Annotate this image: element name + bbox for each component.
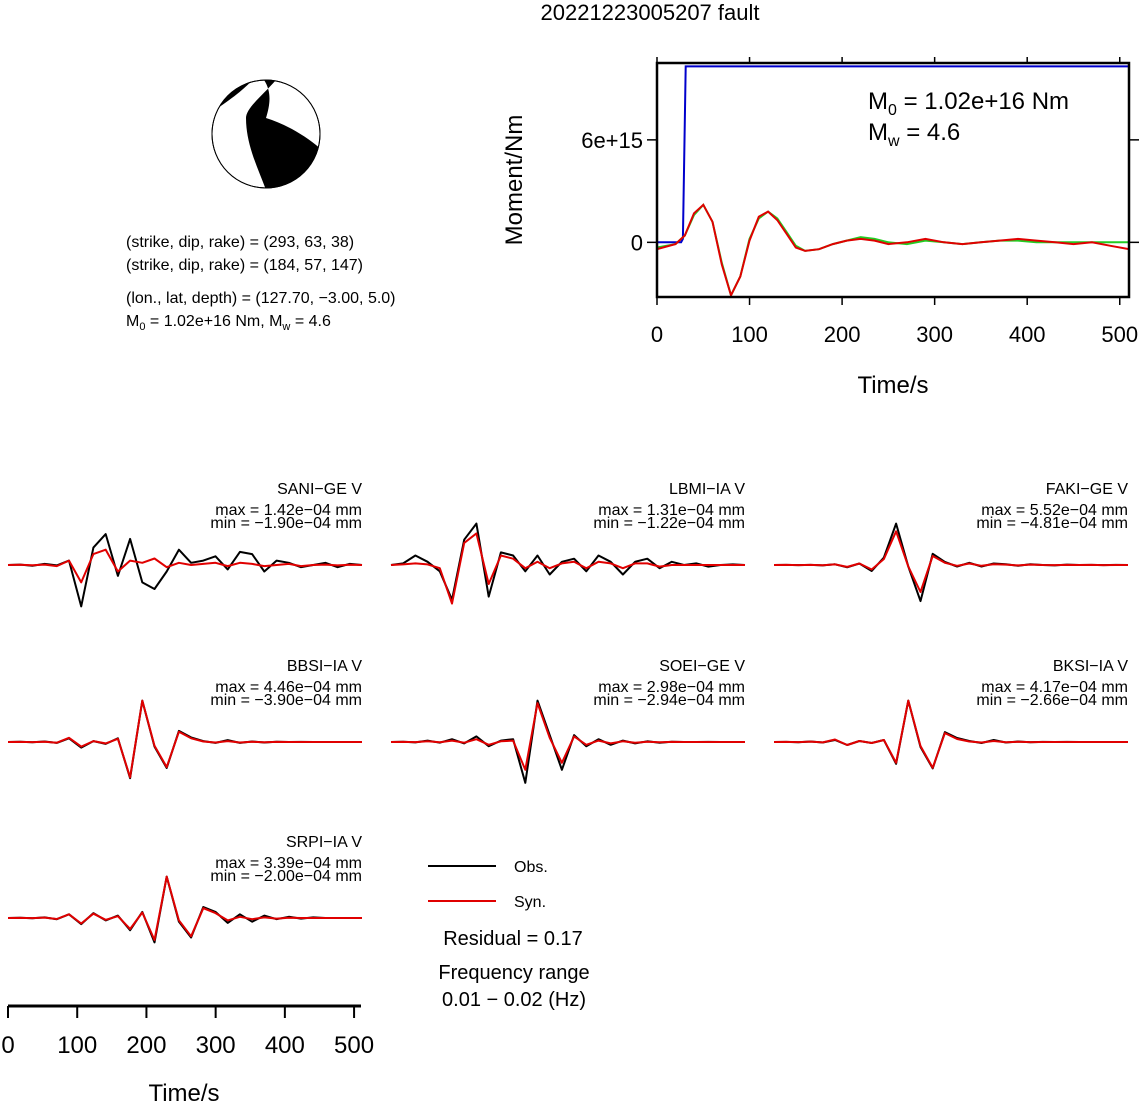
waveform-xtick-label: 500 (334, 1032, 374, 1059)
station-max: max = 1.42e−04 mm (215, 502, 362, 519)
station-obs-trace (7, 533, 363, 608)
moment-xtick-label: 100 (731, 322, 768, 347)
residual: Residual = 0.17 (443, 928, 583, 950)
legend-syn-label: Syn. (514, 894, 546, 911)
moment-ytick-label: 0 (631, 230, 643, 255)
station-name: SANI−GE V (277, 481, 362, 498)
plane-2: (strike, dip, rake) = (184, 57, 147) (126, 257, 363, 274)
station-obs-trace (7, 875, 362, 944)
station-max: max = 1.31e−04 mm (598, 502, 745, 519)
station-syn-trace (773, 699, 1128, 769)
moment-xtick-label: 400 (1009, 322, 1046, 347)
station-obs-trace (773, 522, 1129, 603)
moment-xtick-label: 0 (651, 322, 663, 347)
beachball-info: (strike, dip, rake) = (293, 63, 38) (str… (126, 234, 396, 333)
station-max: max = 4.46e−04 mm (215, 679, 362, 696)
station-syn-trace (7, 699, 362, 779)
moment-m0-annotation: M0 = 1.02e+16 Nm (868, 88, 1069, 119)
frequency-value: 0.01 − 0.02 (Hz) (442, 989, 586, 1011)
location: (lon., lat, depth) = (127.70, −3.00, 5.0… (126, 290, 396, 307)
legend: Obs. Syn. (428, 859, 548, 911)
station-name: FAKI−GE V (1046, 481, 1129, 498)
waveform-time-axis: 0 100 200 300 400 500 (1, 1004, 374, 1059)
figure-title: 20221223005207 fault (541, 0, 760, 25)
moment-ytick-label: 6e+15 (581, 128, 643, 153)
station-syn-trace (390, 702, 745, 771)
moment-xtick-label: 300 (916, 322, 953, 347)
station-min: min = −1.22e−04 mm (593, 515, 745, 532)
moment-series-2 (657, 203, 1129, 297)
waveform-xtick-label: 400 (265, 1032, 305, 1059)
moment-xlabel: Time/s (857, 372, 928, 399)
station-syn-trace (390, 532, 745, 605)
legend-obs-label: Obs. (514, 859, 548, 876)
station-name: LBMI−IA V (669, 481, 745, 498)
plane-1: (strike, dip, rake) = (293, 63, 38) (126, 234, 354, 251)
station-syn-trace (7, 875, 362, 941)
station-name: BBSI−IA V (287, 658, 362, 675)
station-min: min = −1.90e−04 mm (210, 515, 362, 532)
waveform-xlabel: Time/s (148, 1080, 219, 1104)
waveform-xtick-label: 0 (1, 1032, 14, 1059)
station-obs-trace (773, 699, 1128, 770)
moment-line: M0 = 1.02e+16 Nm, Mw = 4.6 (126, 313, 331, 333)
waveform-xtick-label: 300 (196, 1032, 236, 1059)
station-min: min = −2.66e−04 mm (976, 692, 1128, 709)
station-min: min = −4.81e−04 mm (976, 515, 1128, 532)
station-syn-trace (773, 530, 1128, 593)
station-name: BKSI−IA V (1053, 658, 1128, 675)
station-min: min = −2.94e−04 mm (593, 692, 745, 709)
beachball-quadrant-main (246, 80, 320, 188)
station-obs-trace (7, 699, 362, 780)
station-min: min = −3.90e−04 mm (210, 692, 362, 709)
moment-ylabel: Moment/Nm (501, 115, 528, 246)
beachball (211, 79, 321, 189)
station-name: SRPI−IA V (286, 834, 362, 851)
station-max: max = 3.39e−04 mm (215, 855, 362, 872)
station-max: max = 2.98e−04 mm (598, 679, 745, 696)
moment-plot-frame (655, 61, 1131, 299)
station-max: max = 5.52e−04 mm (981, 502, 1128, 519)
moment-xtick-label: 500 (1101, 322, 1138, 347)
station-min: min = −2.00e−04 mm (210, 868, 362, 885)
moment-mw-annotation: Mw = 4.6 (868, 119, 960, 150)
waveform-xtick-label: 200 (126, 1032, 166, 1059)
moment-xtick-label: 200 (824, 322, 861, 347)
moment-series-0 (657, 65, 1129, 244)
station-max: max = 4.17e−04 mm (981, 679, 1128, 696)
station-name: SOEI−GE V (659, 658, 745, 675)
station-syn-trace (7, 548, 363, 584)
frequency-label: Frequency range (438, 962, 589, 984)
waveform-xtick-label: 100 (57, 1032, 97, 1059)
